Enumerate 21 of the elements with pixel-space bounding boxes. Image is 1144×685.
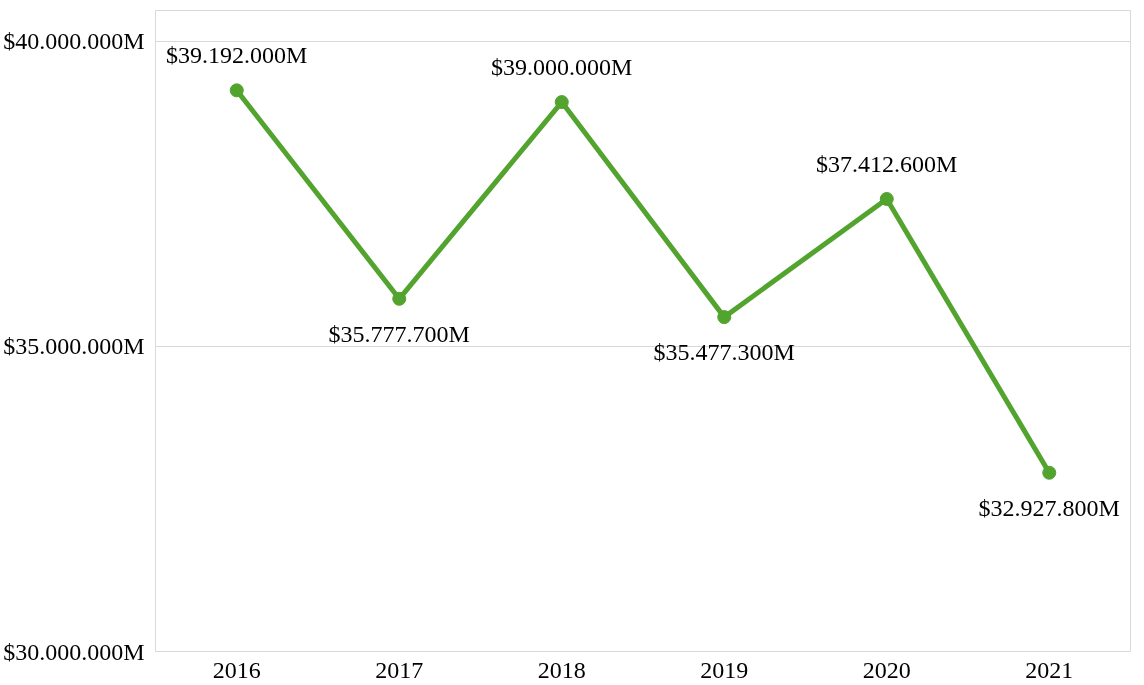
point — [1042, 465, 1057, 480]
y-tick-label: $35.000.000M — [3, 333, 145, 360]
data-label: $35.477.300M — [653, 339, 795, 366]
x-tick-label: 2021 — [1025, 656, 1074, 683]
x-tick-label: 2017 — [375, 656, 424, 683]
x-tick-label: 2016 — [212, 656, 261, 683]
data-label: $37.412.600M — [816, 150, 958, 177]
point — [554, 95, 569, 110]
point — [392, 291, 407, 306]
data-label: $32.927.800M — [978, 494, 1120, 521]
point — [879, 191, 894, 206]
point — [717, 310, 732, 325]
data-label: $35.777.700M — [328, 320, 470, 347]
point — [229, 83, 244, 98]
data-label: $39.000.000M — [491, 54, 633, 81]
x-tick-label: 2020 — [862, 656, 911, 683]
x-tick-label: 2019 — [700, 656, 749, 683]
data-label: $39.192.000M — [166, 42, 308, 69]
y-tick-label: $40.000.000M — [3, 28, 145, 55]
x-tick-label: 2018 — [537, 656, 586, 683]
y-tick-label: $30.000.000M — [3, 638, 145, 665]
